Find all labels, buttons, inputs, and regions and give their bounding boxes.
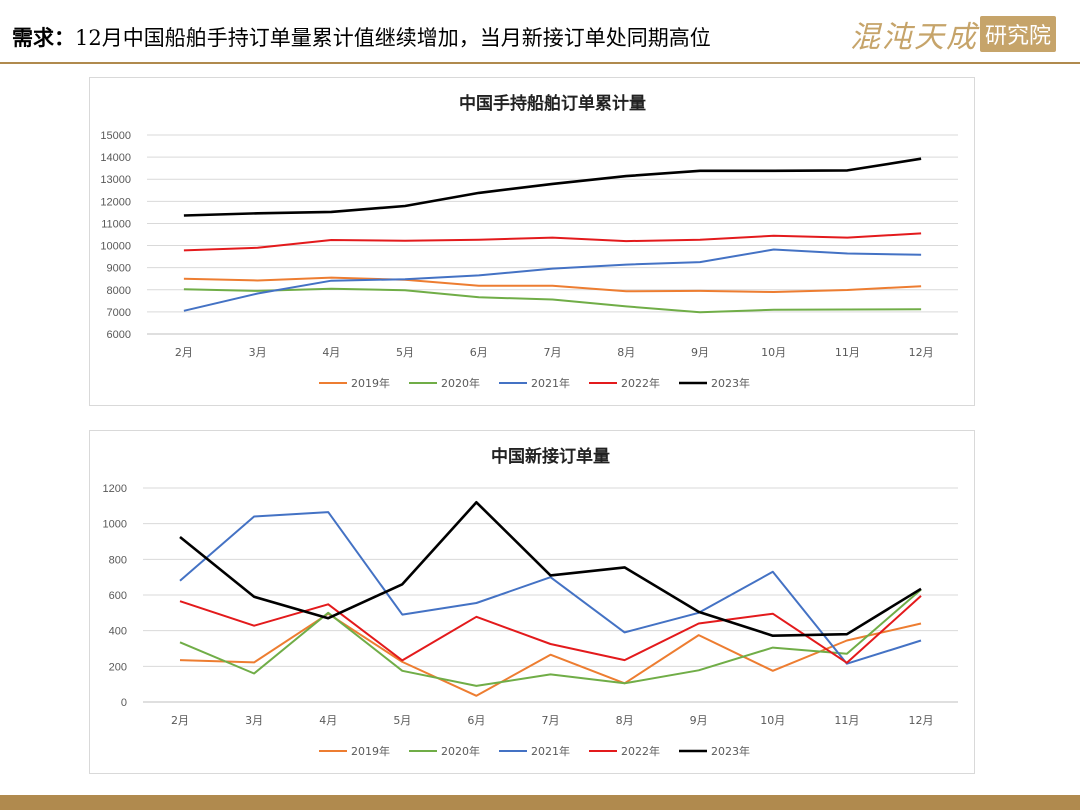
x-tick-label: 12月	[909, 346, 934, 359]
chart-title: 中国手持船舶订单累计量	[459, 93, 646, 114]
y-tick-label: 9000	[107, 263, 131, 275]
series-line-2	[183, 248, 922, 312]
legend-label: 2019年	[351, 376, 390, 390]
series-line-4	[179, 501, 922, 637]
series-line-3	[179, 595, 922, 664]
header-divider	[0, 62, 1080, 64]
series-line-1	[179, 588, 922, 687]
y-tick-label: 800	[109, 554, 127, 566]
y-tick-label: 0	[121, 697, 127, 709]
chart-order-backlog: 中国手持船舶订单累计量 6000 7000 8000 9000 10000 11000 120…	[89, 77, 975, 406]
x-tick-label: 8月	[616, 714, 634, 727]
y-tick-label: 1000	[103, 519, 127, 531]
series-line-4	[183, 157, 922, 217]
x-tick-label: 7月	[544, 346, 562, 359]
x-tick-label: 4月	[322, 346, 340, 359]
legend-label: 2023年	[711, 744, 750, 758]
legend-label: 2022年	[621, 376, 660, 390]
y-tick-label: 11000	[101, 218, 131, 230]
slide-title-lead: 需求：	[12, 25, 75, 50]
x-tick-label: 9月	[690, 714, 708, 727]
y-tick-label: 8000	[107, 285, 131, 297]
y-tick-label: 7000	[107, 307, 131, 319]
legend-label: 2020年	[441, 744, 480, 758]
x-tick-label: 3月	[245, 714, 263, 727]
series-line-1	[183, 287, 922, 314]
legend-label: 2019年	[351, 744, 390, 758]
series-line-2	[179, 511, 922, 665]
y-tick-label: 6000	[107, 329, 131, 341]
x-tick-label: 8月	[617, 346, 635, 359]
x-tick-label: 7月	[542, 714, 560, 727]
y-tick-label: 13000	[100, 174, 131, 186]
x-tick-label: 9月	[691, 346, 709, 359]
chart-new-orders: 中国新接订单量 0 200 400 600 800 1000 1200 2月 3月 4月 5月 6月 7月…	[89, 430, 975, 774]
brand-logo-main: 混沌天成	[849, 20, 978, 55]
x-tick-label: 12月	[908, 714, 933, 727]
x-tick-label: 11月	[835, 346, 860, 359]
x-tick-label: 11月	[834, 714, 859, 727]
x-tick-label: 5月	[396, 346, 414, 359]
legend-label: 2021年	[531, 744, 570, 758]
y-tick-label: 200	[109, 661, 127, 673]
chart-title: 中国新接订单量	[491, 446, 610, 467]
x-tick-label: 3月	[249, 346, 267, 359]
y-tick-label: 14000	[100, 152, 131, 164]
y-tick-label: 400	[109, 626, 127, 638]
legend-label: 2023年	[711, 376, 750, 390]
chart-svg: 中国新接订单量 0 200 400 600 800 1000 1200 2月 3月 4月 5月 6月 7月…	[103, 446, 958, 758]
x-tick-label: 10月	[760, 714, 785, 727]
x-tick-label: 4月	[319, 714, 337, 727]
x-tick-label: 5月	[393, 714, 411, 727]
x-tick-label: 6月	[470, 346, 488, 359]
legend-label: 2021年	[531, 376, 570, 390]
slide-title-text: 12月中国船舶手持订单量累计值继续增加，当月新接订单处同期高位	[75, 26, 711, 50]
legend-label: 2020年	[441, 376, 480, 390]
series-line-3	[183, 232, 922, 252]
y-tick-label: 1200	[103, 483, 127, 495]
x-tick-label: 2月	[175, 346, 193, 359]
series-line-0	[179, 612, 922, 697]
slide-header: 需求：12月中国船舶手持订单量累计值继续增加，当月新接订单处同期高位 混沌天成 …	[0, 0, 1080, 64]
y-tick-label: 600	[109, 590, 127, 602]
legend-label: 2022年	[621, 744, 660, 758]
y-tick-label: 15000	[100, 130, 131, 142]
slide-title: 需求：12月中国船舶手持订单量累计值继续增加，当月新接订单处同期高位	[12, 22, 711, 52]
y-tick-label: 12000	[100, 196, 131, 208]
footer-bar	[0, 795, 1080, 810]
y-tick-label: 10000	[100, 241, 131, 253]
brand-logo: 混沌天成 研究院	[849, 14, 1056, 55]
brand-logo-box: 研究院	[979, 16, 1056, 52]
chart-svg: 中国手持船舶订单累计量 6000 7000 8000 9000 10000 11000 120…	[100, 93, 958, 390]
series-line-0	[183, 276, 922, 293]
x-tick-label: 10月	[761, 346, 786, 359]
x-tick-label: 6月	[467, 714, 485, 727]
x-tick-label: 2月	[171, 714, 189, 727]
